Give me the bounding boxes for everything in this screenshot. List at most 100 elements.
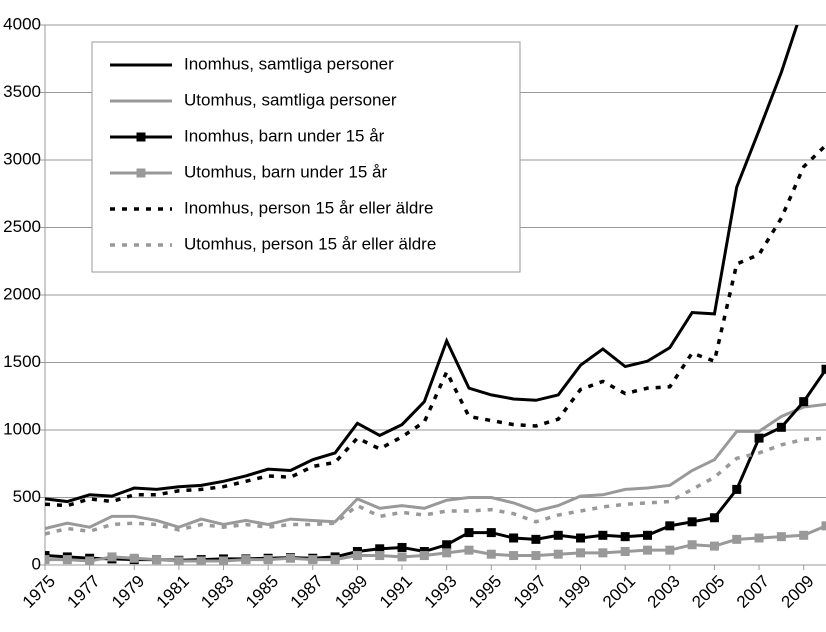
x-tick-label: 1979 — [108, 572, 148, 612]
data-point — [442, 540, 452, 550]
legend-label: Utomhus, person 15 år eller äldre — [184, 234, 436, 253]
data-point — [576, 548, 586, 558]
data-point — [107, 552, 117, 562]
data-point — [152, 555, 162, 565]
data-point — [665, 545, 675, 555]
data-point — [687, 540, 697, 550]
data-point — [732, 484, 742, 494]
data-point — [419, 551, 429, 561]
x-tick-label: 1999 — [554, 572, 594, 612]
data-point — [375, 551, 385, 561]
legend-label: Inomhus, person 15 år eller äldre — [184, 198, 433, 217]
plot-area — [45, 25, 826, 566]
data-point — [352, 551, 362, 561]
legend-label: Utomhus, samtliga personer — [184, 90, 397, 109]
data-point — [598, 530, 608, 540]
data-point — [531, 551, 541, 561]
legend-marker — [136, 168, 146, 178]
y-tick-label: 1000 — [3, 419, 41, 438]
y-tick-label: 4000 — [3, 14, 41, 33]
data-point — [776, 532, 786, 542]
x-tick-label: 1981 — [153, 572, 193, 612]
data-point — [464, 528, 474, 538]
x-tick-label: 1995 — [465, 572, 505, 612]
y-tick-label: 3000 — [3, 149, 41, 168]
legend-marker — [136, 132, 146, 142]
x-tick-label: 1997 — [510, 572, 550, 612]
data-point — [799, 530, 809, 540]
data-point — [285, 553, 295, 563]
data-point — [330, 555, 340, 565]
y-tick-label: 1500 — [3, 352, 41, 371]
data-point — [821, 364, 826, 374]
x-tick-label: 1989 — [331, 572, 371, 612]
x-tick-label: 1991 — [376, 572, 416, 612]
data-point — [509, 533, 519, 543]
x-tick-label: 2003 — [644, 572, 684, 612]
data-point — [308, 555, 318, 565]
data-point — [509, 551, 519, 561]
y-tick-label: 2000 — [3, 284, 41, 303]
legend-label: Inomhus, samtliga personer — [184, 54, 394, 73]
data-point — [709, 541, 719, 551]
x-tick-label: 1975 — [19, 572, 59, 612]
data-point — [486, 528, 496, 538]
x-tick-label: 1993 — [420, 572, 460, 612]
data-point — [442, 548, 452, 558]
data-point — [263, 555, 273, 565]
x-tick-label: 1983 — [197, 572, 237, 612]
data-point — [85, 556, 95, 566]
data-point — [219, 556, 229, 566]
x-tick-label: 1985 — [242, 572, 282, 612]
data-point — [196, 556, 206, 566]
y-tick-label: 3500 — [3, 82, 41, 101]
data-point — [241, 555, 251, 565]
data-point — [553, 530, 563, 540]
data-point — [642, 545, 652, 555]
data-point — [464, 545, 474, 555]
data-point — [799, 397, 809, 407]
data-point — [598, 548, 608, 558]
series-line — [45, 143, 826, 508]
data-point — [754, 533, 764, 543]
series-line — [45, 436, 826, 536]
x-tick-label: 2007 — [733, 572, 773, 612]
x-tick-label: 2005 — [688, 572, 728, 612]
data-point — [397, 552, 407, 562]
series-line — [45, 25, 799, 504]
data-point — [687, 517, 697, 527]
data-point — [174, 556, 184, 566]
data-point — [665, 521, 675, 531]
legend-label: Utomhus, barn under 15 år — [184, 162, 388, 181]
data-point — [375, 544, 385, 554]
data-point — [709, 513, 719, 523]
data-point — [576, 533, 586, 543]
x-tick-label: 2001 — [599, 572, 639, 612]
data-point — [486, 549, 496, 559]
x-tick-label: 2009 — [778, 572, 818, 612]
data-point — [531, 534, 541, 544]
legend-label: Inomhus, barn under 15 år — [184, 126, 385, 145]
series-line — [45, 524, 826, 563]
y-tick-label: 500 — [13, 487, 41, 506]
x-tick-label: 1987 — [287, 572, 327, 612]
data-point — [620, 532, 630, 542]
y-tick-label: 2500 — [3, 217, 41, 236]
data-point — [754, 433, 764, 443]
data-point — [776, 422, 786, 432]
data-point — [553, 549, 563, 559]
data-point — [45, 555, 50, 565]
data-point — [821, 521, 826, 531]
legend: Inomhus, samtliga personer Utomhus, samtl… — [91, 41, 521, 273]
y-tick-label: 0 — [32, 554, 41, 573]
data-point — [620, 547, 630, 556]
data-point — [732, 534, 742, 544]
legend-box — [91, 41, 521, 273]
series-line — [45, 402, 826, 531]
data-point — [397, 542, 407, 552]
data-point — [62, 555, 72, 565]
x-tick-label: 1977 — [63, 572, 103, 612]
data-point — [642, 530, 652, 540]
data-point — [129, 553, 139, 563]
